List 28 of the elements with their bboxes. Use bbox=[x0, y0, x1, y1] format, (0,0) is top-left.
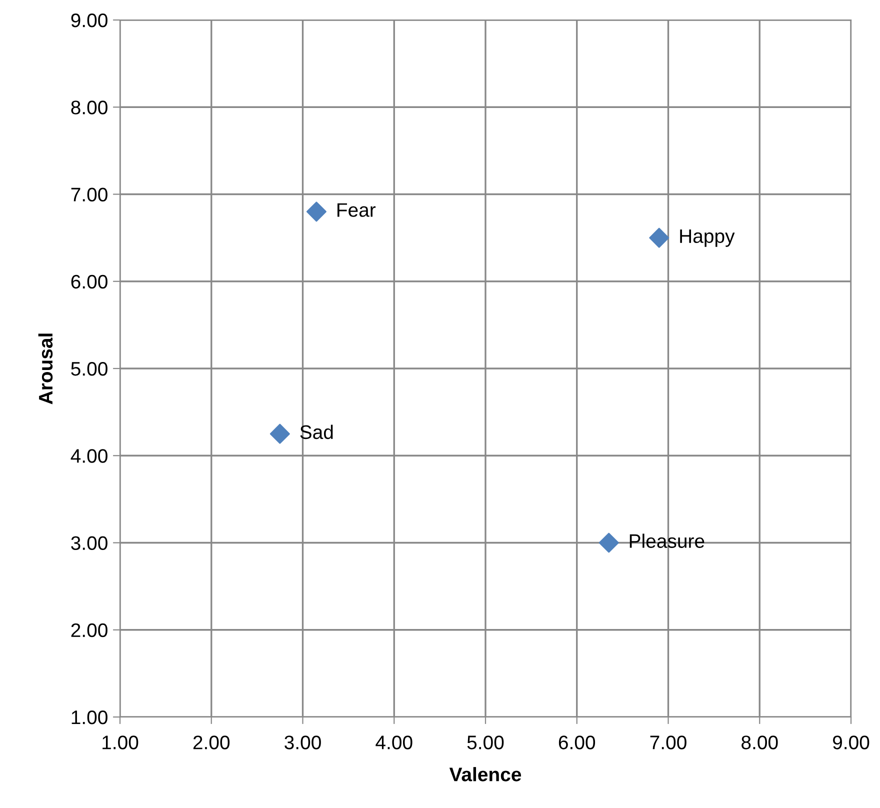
x-tick-label: 8.00 bbox=[742, 736, 778, 750]
y-tick-label: 6.00 bbox=[71, 274, 108, 289]
x-tick-label: 2.00 bbox=[193, 736, 230, 750]
y-tick-label: 9.00 bbox=[71, 13, 108, 28]
y-tick-label: 4.00 bbox=[70, 449, 108, 463]
annotation: Happy bbox=[680, 229, 735, 247]
y-tick-label: 3.00 bbox=[71, 536, 108, 550]
x-tick-label: 4.00 bbox=[376, 736, 412, 750]
y-tick-label: 7.00 bbox=[71, 188, 108, 202]
point bbox=[598, 532, 619, 553]
x-axis-title: Valence bbox=[449, 767, 522, 782]
annotation: Pleasure bbox=[630, 534, 704, 548]
x-tick-label: 3.00 bbox=[284, 736, 321, 750]
point bbox=[270, 424, 290, 444]
x-tick-label: 9.00 bbox=[832, 736, 870, 750]
x-tick-label: 1.00 bbox=[102, 736, 138, 750]
y-tick-label: 1.00 bbox=[72, 710, 108, 724]
y-tick-label: 8.00 bbox=[71, 100, 108, 114]
annotation: Sad bbox=[300, 424, 333, 440]
x-tick-label: 5.00 bbox=[467, 736, 504, 750]
annotation: Fear bbox=[337, 203, 376, 217]
y-tick-label: 2.00 bbox=[71, 623, 108, 638]
x-tick-label: 7.00 bbox=[650, 736, 686, 750]
y-axis-title: Arousal bbox=[38, 334, 53, 404]
point bbox=[306, 202, 326, 222]
x-tick-label: 6.00 bbox=[558, 736, 596, 750]
point bbox=[649, 228, 670, 248]
y-tick-label: 5.00 bbox=[71, 362, 108, 376]
